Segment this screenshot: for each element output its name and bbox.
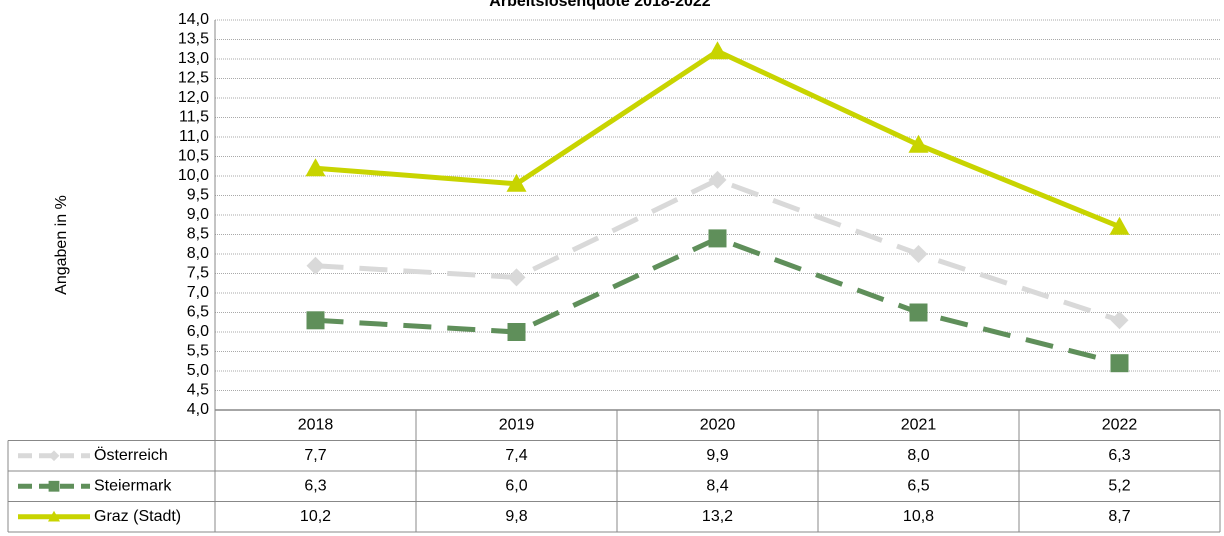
y-tick-label: 14,0	[178, 11, 209, 28]
legend-marker	[48, 480, 60, 492]
marker	[908, 134, 929, 153]
y-tick-label: 7,5	[187, 265, 209, 282]
marker	[507, 268, 526, 287]
y-tick-label: 8,5	[187, 226, 209, 243]
x-tick-label: 2021	[901, 416, 937, 433]
y-tick-label: 9,5	[187, 187, 209, 204]
series-line	[315, 235, 1121, 366]
marker	[909, 303, 928, 322]
y-tick-label: 10,0	[178, 167, 209, 184]
marker	[306, 256, 325, 275]
table-value: 6,3	[304, 477, 326, 494]
marker	[1109, 216, 1130, 235]
marker	[506, 173, 527, 192]
y-tick-label: 4,0	[187, 401, 209, 418]
y-tick-label: 12,0	[178, 89, 209, 106]
x-tick-label: 2019	[499, 416, 535, 433]
marker	[305, 158, 326, 177]
x-tick-label: 2018	[298, 416, 334, 433]
series-line	[315, 177, 1121, 323]
y-tick-label: 11,5	[179, 109, 209, 126]
y-tick-label: 13,0	[178, 50, 209, 67]
legend-label: Steiermark	[94, 477, 172, 494]
legend-label: Österreich	[94, 446, 168, 464]
marker	[909, 245, 928, 263]
table-value: 10,2	[300, 508, 331, 525]
marker	[1110, 311, 1129, 330]
y-tick-label: 5,0	[187, 362, 209, 379]
y-tick-label: 9,0	[187, 206, 209, 223]
table-value: 6,3	[1108, 447, 1130, 464]
y-tick-label: 11,0	[179, 128, 209, 145]
table-value: 9,8	[505, 508, 527, 525]
table-value: 6,0	[505, 477, 527, 494]
marker	[507, 323, 526, 341]
table-value: 13,2	[702, 508, 733, 525]
y-tick-label: 6,5	[187, 304, 209, 321]
table-value: 5,2	[1108, 477, 1130, 494]
table-value: 6,5	[907, 477, 929, 494]
x-tick-label: 2020	[700, 416, 736, 433]
table-value: 7,7	[304, 447, 326, 464]
table-value: 7,4	[505, 447, 527, 464]
table-value: 10,8	[903, 508, 934, 525]
legend-marker	[48, 510, 60, 522]
y-axis-label: Angaben in %	[53, 195, 70, 295]
series-line	[315, 48, 1121, 230]
table-value: 8,0	[907, 447, 929, 464]
y-tick-label: 13,5	[178, 31, 209, 48]
marker	[707, 41, 728, 60]
marker	[306, 311, 325, 330]
table-value: 8,7	[1108, 508, 1130, 525]
y-tick-label: 10,5	[178, 148, 209, 165]
legend-label: Graz (Stadt)	[94, 508, 181, 525]
legend-marker	[48, 450, 60, 462]
y-tick-label: 5,5	[187, 343, 209, 360]
marker	[1110, 354, 1129, 373]
table-value: 8,4	[706, 477, 728, 494]
y-tick-label: 8,0	[187, 245, 209, 262]
x-tick-label: 2022	[1102, 416, 1138, 433]
y-tick-label: 4,5	[187, 382, 209, 399]
y-tick-label: 12,5	[178, 70, 209, 87]
y-tick-label: 7,0	[187, 284, 209, 301]
table-value: 9,9	[706, 447, 728, 464]
chart-title: Arbeitslosenquote 2018-2022	[489, 0, 711, 10]
marker	[708, 170, 727, 189]
y-tick-label: 6,0	[187, 323, 209, 340]
marker	[708, 229, 727, 248]
